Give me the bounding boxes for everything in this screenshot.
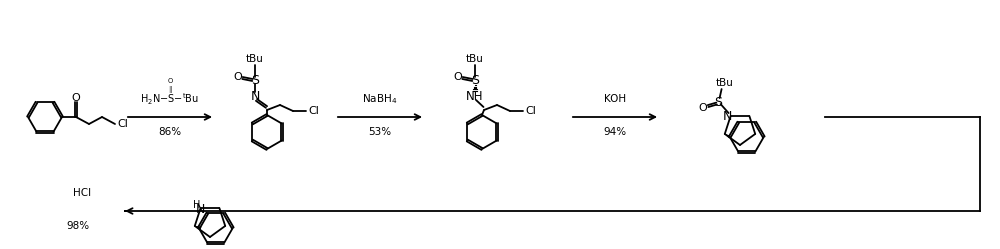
Text: O: O: [233, 72, 242, 82]
Text: 86%: 86%: [158, 127, 182, 137]
Text: N: N: [195, 202, 205, 216]
Text: N: N: [722, 110, 732, 123]
Text: O: O: [698, 103, 707, 113]
Text: tBu: tBu: [466, 54, 484, 64]
Text: N: N: [250, 89, 260, 103]
Text: Cl: Cl: [309, 106, 319, 116]
Text: S: S: [471, 74, 479, 87]
Text: S: S: [715, 96, 723, 109]
Text: tBu: tBu: [246, 54, 264, 64]
Text: 94%: 94%: [603, 127, 627, 137]
Text: $\mathregular{H_2N{-}\overset{O}{\overset{\|}{S}}{-}}$$\mathregular{^tBu}$: $\mathregular{H_2N{-}\overset{O}{\overse…: [140, 77, 200, 107]
Text: S: S: [251, 74, 259, 87]
Text: HCl: HCl: [73, 188, 92, 198]
Text: $\mathregular{NaBH_4}$: $\mathregular{NaBH_4}$: [362, 92, 398, 106]
Polygon shape: [725, 134, 731, 138]
Text: H: H: [193, 200, 200, 210]
Text: NH: NH: [466, 89, 484, 103]
Text: Cl: Cl: [526, 106, 536, 116]
Text: tBu: tBu: [716, 78, 734, 88]
Polygon shape: [195, 226, 202, 229]
Text: Cl: Cl: [118, 119, 128, 129]
Text: O: O: [72, 92, 80, 103]
Text: 98%: 98%: [66, 221, 89, 231]
Text: KOH: KOH: [604, 94, 626, 104]
Text: 53%: 53%: [368, 127, 392, 137]
Text: O: O: [453, 72, 462, 82]
